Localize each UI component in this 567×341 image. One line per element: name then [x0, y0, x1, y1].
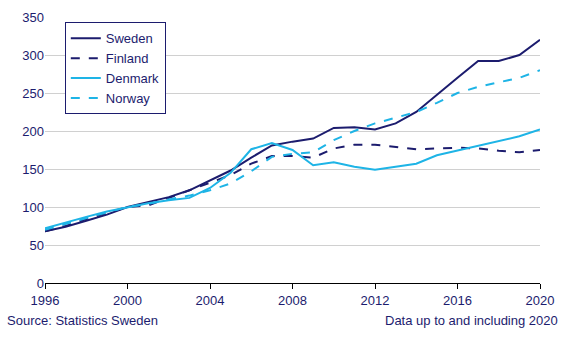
- svg-text:150: 150: [22, 162, 44, 177]
- svg-text:2008: 2008: [278, 293, 307, 308]
- svg-text:350: 350: [22, 10, 44, 25]
- svg-text:200: 200: [22, 124, 44, 139]
- svg-text:250: 250: [22, 86, 44, 101]
- svg-text:2000: 2000: [113, 293, 142, 308]
- svg-text:Norway: Norway: [106, 91, 151, 106]
- svg-text:Source: Statistics Sweden: Source: Statistics Sweden: [7, 313, 158, 328]
- svg-text:Sweden: Sweden: [106, 31, 153, 46]
- svg-text:100: 100: [22, 200, 44, 215]
- svg-text:50: 50: [30, 238, 44, 253]
- svg-text:300: 300: [22, 48, 44, 63]
- svg-text:2016: 2016: [443, 293, 472, 308]
- svg-text:1996: 1996: [31, 293, 60, 308]
- svg-text:Finland: Finland: [106, 51, 149, 66]
- svg-text:2012: 2012: [361, 293, 390, 308]
- svg-text:Data up to and including 2020: Data up to and including 2020: [385, 313, 558, 328]
- svg-text:2020: 2020: [526, 293, 555, 308]
- svg-text:Denmark: Denmark: [106, 71, 159, 86]
- svg-text:2004: 2004: [196, 293, 225, 308]
- svg-text:0: 0: [37, 276, 44, 291]
